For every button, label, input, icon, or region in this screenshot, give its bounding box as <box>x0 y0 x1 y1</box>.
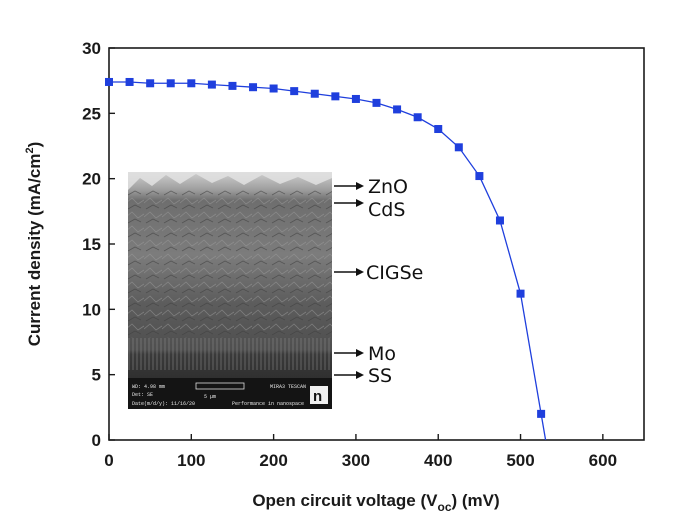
layer-label-zno: ZnO <box>368 176 408 198</box>
y-axis-ticks: 0 5 10 15 20 25 30 <box>82 39 115 450</box>
sem-scale-text: 5 µm <box>204 394 216 400</box>
data-point-marker <box>187 79 196 88</box>
data-point-marker <box>434 125 443 134</box>
layer-label-cigse: CIGSe <box>366 262 423 284</box>
y-axis-title-main: Current density (mA/cm <box>25 154 44 347</box>
y-tick-label: 20 <box>82 170 101 189</box>
data-point-marker <box>516 289 525 298</box>
y-tick-label: 10 <box>82 300 101 319</box>
data-point-marker <box>207 80 216 89</box>
sem-mo-columns <box>128 338 332 370</box>
data-point-marker <box>372 98 381 107</box>
data-point-marker <box>351 94 360 103</box>
x-axis-title-main: Open circuit voltage (V <box>252 491 438 510</box>
x-tick-label: 600 <box>589 451 617 470</box>
data-point-marker <box>166 79 175 88</box>
data-point-marker <box>228 81 237 90</box>
data-point-marker <box>331 92 340 101</box>
data-point-marker <box>413 113 422 122</box>
arrowhead-zno <box>356 182 364 190</box>
data-point-marker <box>269 84 278 93</box>
y-tick-label: 0 <box>92 431 101 450</box>
series-markers <box>105 77 546 418</box>
x-tick-label: 500 <box>506 451 534 470</box>
sem-det-text: Det: SE <box>132 392 153 398</box>
sem-date-text: Date(m/d/y): 11/16/20 <box>132 401 195 407</box>
y-tick-label: 5 <box>92 366 101 385</box>
sem-inset: WD: 4.98 mm Det: SE Date(m/d/y): 11/16/2… <box>128 172 332 409</box>
x-tick-label: 400 <box>424 451 452 470</box>
x-axis-title: Open circuit voltage (Voc) (mV) <box>252 491 499 514</box>
sem-zno-surface <box>128 172 332 190</box>
data-point-marker <box>310 89 319 98</box>
x-axis-title-unit: ) (mV) <box>452 491 500 510</box>
sem-wd-text: WD: 4.98 mm <box>132 384 165 390</box>
data-point-marker <box>475 172 484 181</box>
layer-label-cds: CdS <box>368 199 405 221</box>
data-point-marker <box>105 77 113 86</box>
data-point-marker <box>537 409 546 418</box>
x-axis-title-sub: oc <box>437 500 451 514</box>
layer-label-ss: SS <box>368 365 392 387</box>
arrowhead-ss <box>356 371 364 379</box>
layer-annotations: ZnO CdS CIGSe Mo SS <box>334 176 423 387</box>
arrowhead-mo <box>356 349 364 357</box>
y-axis-title-sup: 2 <box>24 147 36 153</box>
sem-logo-letter: n <box>313 388 322 405</box>
data-point-marker <box>146 79 155 88</box>
arrowhead-cigse <box>356 268 364 276</box>
y-tick-label: 25 <box>82 104 101 123</box>
y-axis-title: Current density (mA/cm2) <box>24 142 44 347</box>
data-point-marker <box>393 105 402 114</box>
data-point-marker <box>454 143 463 152</box>
data-point-marker <box>125 77 134 86</box>
sem-scale-bar <box>195 382 245 390</box>
y-tick-label: 30 <box>82 39 101 58</box>
x-tick-label: 0 <box>104 451 113 470</box>
sem-microscope-text: MIRA3 TESCAN <box>270 384 306 390</box>
x-tick-label: 200 <box>259 451 287 470</box>
data-point-marker <box>495 216 504 225</box>
sem-grain-texture <box>128 190 332 338</box>
x-axis-ticks: 0 100 200 300 400 500 600 <box>104 434 617 470</box>
arrowhead-cds <box>356 199 364 207</box>
data-point-marker <box>290 87 299 96</box>
layer-label-mo: Mo <box>368 343 396 365</box>
data-point-marker <box>249 83 258 92</box>
y-axis-title-end: ) <box>25 142 44 148</box>
sem-tagline-text: Performance in nanospace <box>232 401 304 407</box>
sem-logo <box>310 386 328 404</box>
x-tick-label: 300 <box>342 451 370 470</box>
x-tick-label: 100 <box>177 451 205 470</box>
y-tick-label: 15 <box>82 235 101 254</box>
